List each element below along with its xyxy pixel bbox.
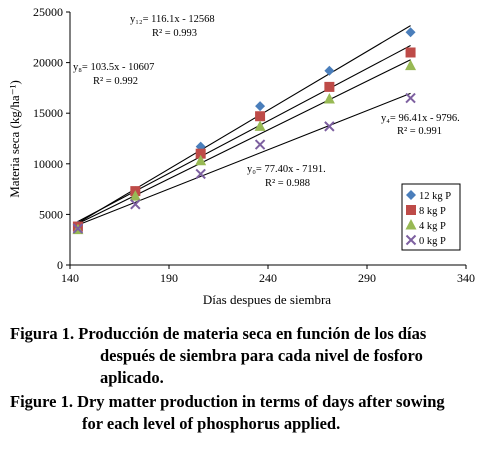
equation-12kg: y₁₂= 116.1x - 12568 (130, 14, 215, 25)
equation-4kg: y₀= 77.40x - 7191. (247, 164, 326, 175)
caption-es-line3: aplicado. (100, 368, 164, 387)
chart: 0 5000 10000 15000 20000 25000 140 190 240 290 340… (7, 5, 475, 307)
equation-8kg: y₈= 103.5x - 10607 (73, 62, 154, 73)
point-12kgp (324, 65, 335, 76)
r2-0kg: R² = 0.991 (397, 126, 442, 137)
legend-label-12kg: 12 kg P (419, 191, 451, 202)
equation-0kg: y₄= 96.41x - 9796. (381, 113, 460, 124)
point-8kgp (195, 148, 206, 159)
data-points (72, 27, 417, 235)
x-tick-label: 240 (259, 271, 277, 285)
point-0kgp (72, 223, 84, 234)
axis-ticks: 0 5000 10000 15000 20000 25000 140 190 240 290 340 (33, 5, 475, 285)
point-0kgp (254, 139, 266, 150)
caption-en-line1: Figure 1. Dry matter production in terms… (10, 392, 445, 411)
point-12kgp (255, 101, 266, 112)
point-0kgp (405, 92, 416, 104)
legend-label-8kg: 8 kg P (419, 206, 446, 217)
y-tick-label: 25000 (33, 5, 63, 19)
trend-lines (77, 25, 411, 226)
x-tick-label: 290 (358, 271, 376, 285)
point-4kgp (195, 154, 207, 166)
legend-marker-0kgp (405, 234, 417, 246)
x-tick-label: 340 (457, 271, 475, 285)
legend-marker-8kgp (406, 205, 416, 215)
point-4kgp (254, 120, 266, 131)
r2-8kg: R² = 0.992 (93, 76, 138, 87)
trendline-4kgp (77, 92, 411, 226)
y-tick-label: 10000 (33, 157, 63, 171)
point-0kgp (324, 121, 335, 132)
y-tick-label: 20000 (33, 56, 63, 70)
point-4kgp (323, 93, 335, 104)
point-4kgp (405, 59, 417, 71)
y-tick-label: 15000 (33, 106, 63, 120)
r2-4kg: R² = 0.988 (265, 178, 310, 189)
caption-es-line1: Figura 1. Producción de materia seca en … (10, 324, 427, 343)
legend-marker-12kgp (406, 190, 416, 200)
point-8kgp (324, 81, 335, 92)
point-12kgp (405, 27, 416, 38)
y-tick-label: 0 (57, 258, 63, 272)
point-0kgp (195, 168, 206, 180)
r2-12kg: R² = 0.993 (152, 28, 197, 39)
point-8kgp (405, 47, 416, 58)
caption-es-line2: después de siembra para cada nivel de fo… (100, 346, 423, 365)
legend-label-0kg: 0 kg P (419, 236, 446, 247)
legend-marker-4kgp (405, 219, 417, 230)
x-tick-label: 190 (160, 271, 178, 285)
point-8kgp (255, 111, 266, 122)
point-4kgp (129, 190, 141, 201)
y-axis-label: Materia seca (kg/ha⁻¹) (7, 80, 22, 198)
point-0kgp (130, 199, 141, 210)
x-tick-label: 140 (61, 271, 79, 285)
legend: 12 kg P 8 kg P 4 kg P 0 kg P (401, 183, 461, 251)
legend-label-4kg: 4 kg P (419, 221, 446, 232)
x-axis-label: Días despues de siembra (203, 292, 331, 307)
legend-items (405, 190, 417, 246)
caption-en-line2: for each level of phosphorus applied. (82, 414, 341, 433)
y-tick-label: 5000 (39, 207, 63, 221)
trendline-12kgp (77, 25, 411, 224)
